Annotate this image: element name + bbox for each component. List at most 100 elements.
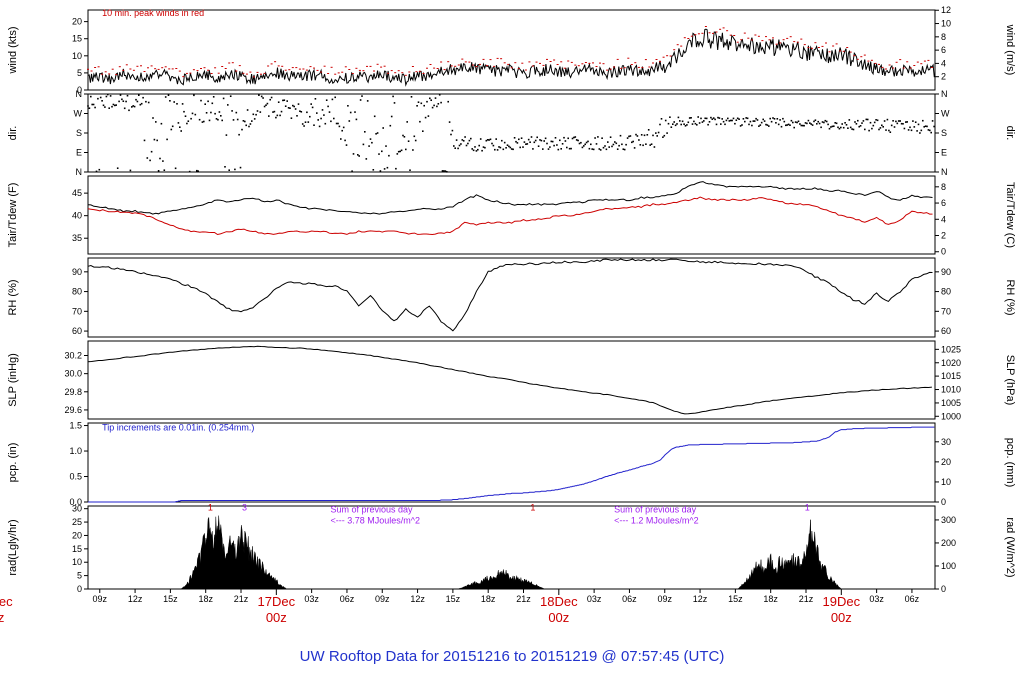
dot <box>235 111 238 114</box>
dot <box>314 98 317 100</box>
dot <box>687 121 690 124</box>
dot <box>465 144 468 147</box>
dot <box>441 170 444 172</box>
dot <box>885 68 887 70</box>
plot-border <box>87 257 936 338</box>
dot <box>878 128 880 131</box>
dot <box>754 34 757 36</box>
y-tick-label: S <box>941 128 947 138</box>
dot <box>922 119 924 122</box>
dot <box>390 70 393 72</box>
dot <box>427 115 430 117</box>
dot <box>794 121 797 123</box>
dot <box>388 154 390 157</box>
dot <box>101 100 103 102</box>
dot <box>301 123 304 125</box>
dot <box>736 41 739 43</box>
dot <box>653 146 656 148</box>
dot <box>97 97 99 100</box>
dot <box>828 127 831 130</box>
dot <box>882 126 884 128</box>
dot <box>408 71 411 73</box>
dot <box>447 100 449 103</box>
solar-radiation <box>88 515 935 590</box>
y-tick-label: 6 <box>941 198 946 208</box>
x-tick-label: 09z <box>657 594 672 604</box>
dot <box>712 117 715 119</box>
dot <box>584 62 587 63</box>
dot <box>621 143 623 146</box>
dot <box>560 61 563 63</box>
dot <box>256 71 259 73</box>
y-tick-label: 10 <box>72 557 82 567</box>
dot <box>372 169 375 171</box>
dot <box>431 106 434 109</box>
dot <box>906 61 909 63</box>
dot <box>907 129 910 131</box>
dot <box>786 37 789 39</box>
dot <box>229 95 232 97</box>
dot <box>433 104 435 107</box>
dot <box>392 95 394 98</box>
dot <box>394 72 397 74</box>
y-tick-label: W <box>74 109 83 119</box>
dot <box>402 134 404 137</box>
dot <box>147 101 150 104</box>
dot <box>242 72 245 74</box>
dot <box>761 40 764 42</box>
annotation: Sum of previous day <box>614 504 697 514</box>
dot <box>436 105 438 108</box>
annotation: 1 <box>805 502 810 512</box>
dot <box>371 141 373 144</box>
dot <box>680 123 682 126</box>
dot <box>641 67 644 69</box>
dot <box>159 157 161 160</box>
dot <box>700 117 702 120</box>
dot <box>849 51 852 53</box>
dot <box>739 125 742 127</box>
dot <box>340 138 342 140</box>
dot <box>316 69 319 71</box>
dot <box>506 144 509 146</box>
dot <box>273 110 276 113</box>
dot <box>701 121 704 123</box>
dot <box>433 67 436 69</box>
dot <box>779 42 782 44</box>
dot <box>648 66 651 68</box>
dot <box>620 67 623 69</box>
y-tick-label: 10 <box>941 477 951 487</box>
annotation: Tip increments are 0.01in. (0.254mm.) <box>102 423 254 433</box>
y-axis-title-left: SLP (inHg) <box>7 353 19 407</box>
dot <box>652 134 654 137</box>
dot <box>403 136 406 138</box>
dot <box>615 142 618 145</box>
dot <box>386 166 389 169</box>
dot <box>352 153 355 155</box>
dot <box>458 144 461 147</box>
dot <box>275 116 277 119</box>
dot <box>330 66 333 68</box>
panel-pcp: 0.0 0.5 1.0 1.5 0 10 20 30 pcp. (in) pcp. (mm) Tip… <box>7 421 1016 507</box>
dot <box>378 153 380 155</box>
dot <box>629 135 632 137</box>
dot <box>634 62 637 64</box>
dot <box>461 58 464 60</box>
y-axis-title-left: RH (%) <box>7 279 19 315</box>
dot <box>291 67 294 69</box>
dot <box>167 94 170 96</box>
dot <box>896 122 899 125</box>
dot <box>157 170 160 172</box>
dot <box>95 170 98 173</box>
dot <box>759 124 762 126</box>
dot <box>760 121 763 124</box>
dot <box>176 103 178 105</box>
dot <box>139 103 142 106</box>
y-tick-label: S <box>76 128 82 138</box>
dot <box>242 120 245 122</box>
dot <box>581 146 584 149</box>
dot <box>348 120 351 122</box>
dot <box>210 111 212 114</box>
dot <box>444 170 447 172</box>
dot <box>420 102 423 105</box>
